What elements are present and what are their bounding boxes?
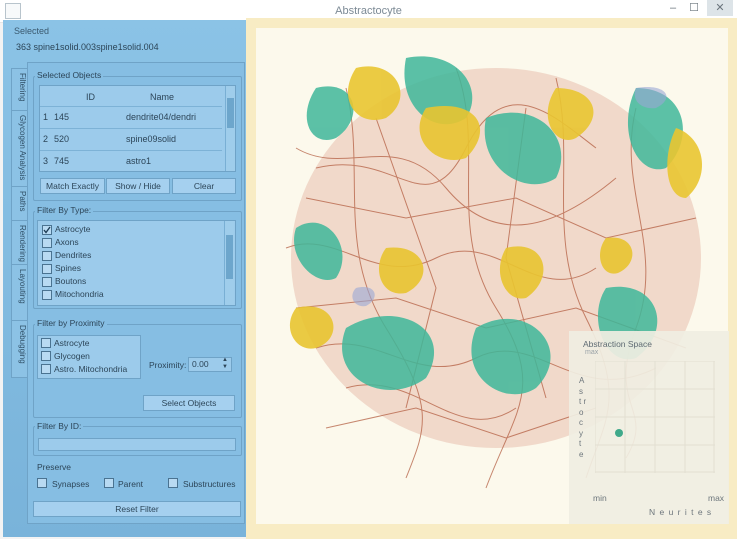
check-icon (43, 226, 51, 234)
clear-button[interactable]: Clear (172, 178, 236, 194)
tab-label: Rendering (18, 225, 27, 262)
substructures-label: Substructures (183, 479, 236, 489)
abstraction-space-grid[interactable] (595, 361, 715, 473)
prox-astro-mito-checkbox[interactable] (41, 364, 51, 374)
proximity-label: Proximity: (149, 360, 187, 370)
astrocyte-label: Astrocyte (55, 224, 91, 234)
parent-label: Parent (118, 479, 144, 489)
select-objects-button[interactable]: Select Objects (143, 395, 235, 411)
abstraction-marker[interactable] (615, 429, 623, 437)
proximity-spinbox[interactable]: 0.00 ▲ ▼ (188, 357, 232, 372)
row-number: 1 (43, 112, 49, 122)
astrocyte-checkbox[interactable] (42, 225, 52, 235)
dendrites-label: Dendrites (55, 250, 92, 260)
selected-header: Selected (14, 26, 50, 36)
tab-label: Paths (18, 191, 27, 212)
selected-value: 363 spine1solid.003spine1solid.004 (16, 42, 159, 52)
row-divider (40, 106, 222, 107)
boutons-checkbox[interactable] (42, 277, 52, 287)
app-icon (5, 3, 21, 19)
tab-label: Layouting (18, 269, 27, 304)
axons-label: Axons (55, 237, 79, 247)
row-name: dendrite04/dendri (126, 112, 197, 122)
proximity-value: 0.00 (192, 359, 209, 369)
tab-label: Glycogen Analysis (18, 115, 27, 181)
substructures-checkbox[interactable] (168, 478, 178, 488)
row-id: 145 (54, 112, 70, 122)
column-header-id[interactable]: ID (86, 92, 95, 102)
prox-astrocyte-label: Astrocyte (54, 338, 90, 348)
scrollbar-thumb[interactable] (226, 235, 233, 279)
prox-glycogen-label: Glycogen (54, 351, 90, 361)
neurites-axis-label: N e u r i t e s (649, 507, 713, 517)
abstraction-space-panel[interactable]: Abstraction Space max A s t r o c y t e … (569, 331, 729, 524)
proximity-list[interactable]: Astrocyte Glycogen Astro. Mitochondria (37, 335, 141, 379)
maximize-button[interactable]: ☐ (689, 2, 699, 14)
parent-checkbox[interactable] (104, 478, 114, 488)
x-axis-min-label: min (593, 493, 607, 503)
selected-objects-label: Selected Objects (35, 70, 104, 80)
row-name: spine09solid (126, 134, 177, 144)
synapses-label: Synapses (52, 479, 90, 489)
mitochondria-checkbox[interactable] (42, 290, 52, 300)
table-scrollbar[interactable] (225, 86, 235, 171)
reset-filter-button[interactable]: Reset Filter (33, 501, 241, 517)
window-title: Abstractocyte (335, 5, 402, 17)
boutons-label: Boutons (55, 276, 87, 286)
filter-by-proximity-label: Filter by Proximity (35, 318, 107, 328)
tab-label: Debugging (18, 325, 27, 364)
abstraction-space-subtitle: max (585, 349, 599, 356)
selected-objects-table[interactable]: ID Name 1 145 dendrite04/dendri 2 520 sp… (39, 85, 236, 172)
filter-id-input[interactable] (38, 438, 236, 451)
astrocyte-axis-label: A s t r o c y t e (579, 376, 587, 459)
type-list-scrollbar[interactable] (224, 221, 234, 305)
abstraction-space-title: Abstraction Space (583, 339, 652, 349)
row-id: 745 (54, 156, 70, 166)
row-divider (40, 128, 222, 129)
prox-astrocyte-checkbox[interactable] (41, 338, 51, 348)
filter-by-type-group (33, 211, 242, 309)
row-divider (40, 150, 222, 151)
filter-by-id-label: Filter By ID: (35, 421, 84, 431)
mitochondria-label: Mitochondria (55, 289, 104, 299)
row-name: astro1 (126, 156, 152, 166)
show-hide-button[interactable]: Show / Hide (106, 178, 170, 194)
match-exactly-button[interactable]: Match Exactly (40, 178, 105, 194)
spin-arrows-icon[interactable]: ▲ ▼ (222, 357, 228, 370)
scrollbar-thumb[interactable] (227, 98, 234, 128)
axons-checkbox[interactable] (42, 238, 52, 248)
spines-label: Spines (55, 263, 81, 273)
selected-objects-group (33, 76, 242, 201)
x-axis-max-label: max (708, 493, 725, 503)
row-number: 3 (43, 156, 49, 166)
row-number: 2 (43, 134, 49, 144)
filter-by-id-group (33, 426, 242, 456)
dendrites-checkbox[interactable] (42, 251, 52, 261)
row-id: 520 (54, 134, 70, 144)
preserve-label: Preserve (37, 462, 72, 472)
prox-glycogen-checkbox[interactable] (41, 351, 51, 361)
filter-by-proximity-group (33, 324, 242, 418)
column-header-name[interactable]: Name (150, 92, 175, 102)
tab-label: Filtering (18, 73, 27, 102)
filter-by-type-label: Filter By Type: (35, 205, 94, 215)
minimize-button[interactable]: – (669, 2, 677, 14)
type-filter-list[interactable]: Astrocyte Axons Dendrites Spines Boutons… (37, 220, 236, 306)
spines-checkbox[interactable] (42, 264, 52, 274)
synapses-checkbox[interactable] (37, 478, 47, 488)
prox-astro-mito-label: Astro. Mitochondria (54, 364, 128, 374)
close-button[interactable]: ✕ (707, 0, 733, 16)
